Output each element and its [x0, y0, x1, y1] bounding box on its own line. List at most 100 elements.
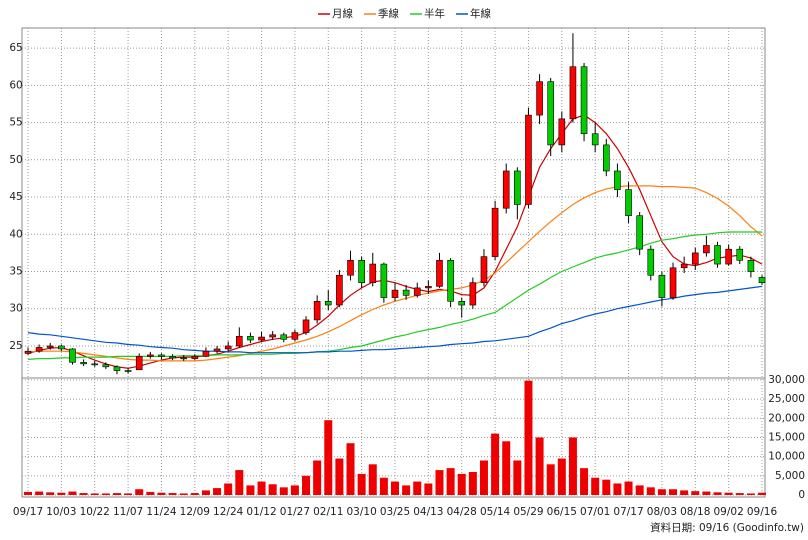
volume-bar — [457, 473, 466, 495]
candle-body — [347, 260, 354, 276]
x-tick-label: 04/28 — [447, 506, 477, 518]
candle-body — [102, 364, 110, 368]
legend-label: 季線 — [378, 7, 399, 20]
x-tick-label: 08/03 — [647, 506, 677, 518]
volume-bar — [524, 380, 533, 495]
x-tick-label: 12/24 — [213, 506, 244, 518]
candle-body — [480, 256, 488, 283]
candle-body — [46, 345, 54, 348]
volume-bar — [90, 493, 99, 495]
candle-body — [603, 144, 610, 172]
volume-bar — [446, 468, 455, 495]
volume-bar — [157, 492, 166, 495]
candle-body — [502, 170, 510, 209]
candle-body — [402, 289, 410, 296]
legend-label: 半年 — [424, 7, 445, 20]
candle-body — [647, 248, 655, 276]
volume-bar — [479, 460, 488, 495]
y2-tick-label: 25,000 — [768, 393, 805, 405]
candle-body — [358, 260, 365, 283]
candle-body — [547, 81, 554, 146]
x-tick-label: 07/01 — [580, 506, 610, 518]
ma-line — [27, 285, 763, 354]
x-tick-label: 05/29 — [513, 506, 543, 518]
x-tick-label: 07/17 — [613, 506, 643, 518]
volume-bar — [657, 489, 666, 495]
candle-body — [213, 348, 221, 352]
candle-body — [58, 345, 65, 350]
x-tick-label: 08/18 — [680, 506, 710, 518]
volume-bar — [246, 485, 255, 495]
volume-bar — [713, 492, 722, 495]
plot-frame — [21, 27, 766, 498]
candle-body — [536, 81, 543, 116]
candle-body — [747, 260, 755, 272]
candle-body — [758, 277, 766, 283]
volume-bar — [546, 464, 555, 495]
candle-body — [680, 263, 688, 269]
y-tick-label: 50 — [9, 154, 22, 166]
volume-bar — [635, 485, 644, 495]
volume-bar — [391, 481, 399, 495]
candle-body — [491, 207, 499, 257]
candle-body — [658, 274, 666, 298]
volume-bar — [146, 491, 155, 495]
x-tick-label: 11/07 — [113, 506, 143, 518]
volume-bar — [213, 488, 222, 495]
candle-body — [569, 66, 577, 120]
volume-bar — [724, 492, 733, 495]
source-note: 資料日期: 09/16 (Goodinfo.tw) — [650, 521, 804, 534]
volume-bar — [335, 458, 344, 495]
volume-bar — [735, 493, 744, 495]
volume-bar — [112, 493, 121, 495]
x-tick-label: 11/24 — [146, 506, 177, 518]
candle-body — [258, 336, 265, 341]
candle-body — [691, 252, 699, 265]
y-tick-label: 40 — [9, 228, 22, 240]
volume-bar — [290, 485, 299, 495]
candle-body — [669, 267, 677, 298]
legend-label: 月線 — [332, 7, 353, 20]
candle-body — [269, 334, 276, 338]
volume-bar — [35, 491, 44, 495]
volume-bar — [68, 491, 77, 495]
candle-body — [169, 356, 176, 359]
candle-body — [436, 260, 443, 287]
candle-body — [113, 366, 121, 371]
candle-body — [124, 370, 132, 372]
y2-tick-label: 30,000 — [768, 374, 805, 386]
volume-bar — [758, 492, 766, 495]
volume-bar — [468, 471, 477, 495]
candle-body — [447, 260, 454, 302]
y2-tick-label: 15,000 — [768, 431, 805, 443]
candle-body — [614, 170, 621, 190]
volume-bar — [413, 481, 422, 495]
volume-bar — [46, 492, 55, 495]
volume-bar — [402, 485, 411, 495]
volume-bar — [368, 464, 377, 495]
volume-bar — [257, 481, 266, 495]
candle-body — [336, 274, 343, 306]
x-tick-label: 03/25 — [380, 506, 410, 518]
candle-body — [636, 215, 643, 250]
candle-body — [425, 286, 432, 289]
volume-bar — [502, 441, 511, 495]
volume-bar — [379, 477, 388, 495]
volume-bar — [124, 493, 133, 495]
candle-body — [469, 282, 477, 306]
y2-tick-label: 20,000 — [768, 412, 805, 424]
candle-body — [302, 319, 310, 333]
candle-body — [236, 335, 243, 347]
volume-bar — [235, 470, 244, 495]
volume-bar — [702, 491, 711, 495]
volume-bar — [624, 481, 633, 495]
volume-bar — [568, 437, 577, 495]
volume-bar — [669, 489, 678, 495]
volume-bar — [424, 483, 433, 495]
candle-body — [35, 347, 43, 352]
volume-bar — [557, 458, 566, 495]
volume-bar — [746, 493, 755, 495]
volume-bar — [201, 490, 210, 495]
volume-bar — [357, 473, 366, 495]
